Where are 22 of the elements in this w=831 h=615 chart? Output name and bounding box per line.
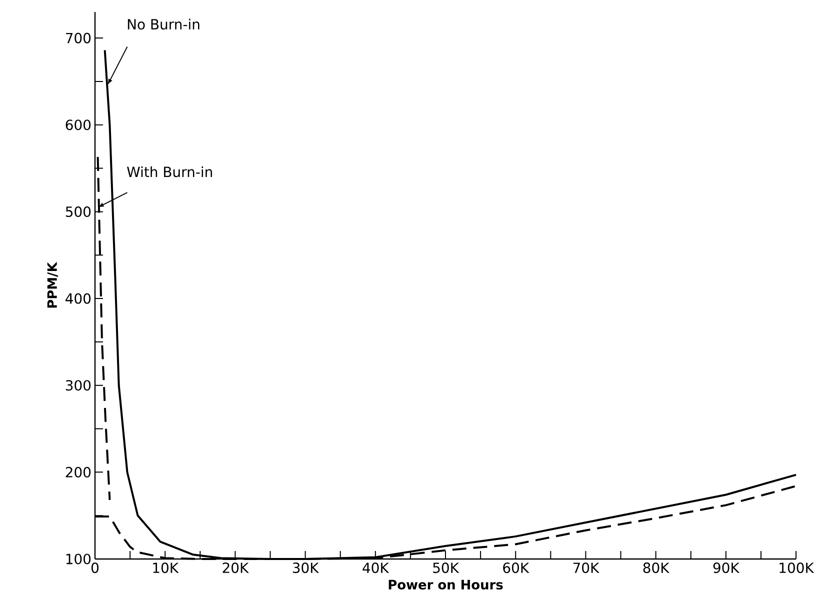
- x-tick-label: 50K: [433, 562, 460, 574]
- y-tick-label: 100: [66, 554, 91, 564]
- x-tick-label: 10K: [153, 562, 179, 574]
- x-tick-label: 40K: [362, 562, 390, 574]
- x-tick-label: 20K: [222, 562, 249, 574]
- y-tick-label: 600: [66, 120, 91, 130]
- x-axis-title: Power on Hours: [388, 580, 503, 590]
- text: With Burn-in: [127, 166, 212, 178]
- x-tick-label: 80K: [643, 562, 670, 574]
- y-tick-label: 300: [66, 380, 91, 391]
- y-tick-label: 500: [66, 206, 91, 217]
- x-tick-label: 30K: [292, 562, 320, 574]
- y-axis-title: PPM/K: [47, 262, 58, 308]
- x-tick-label: 0: [91, 562, 99, 574]
- x-tick-label: 70K: [573, 562, 600, 574]
- text: No Burn-in: [128, 18, 200, 30]
- y-tick-label: 400: [66, 293, 91, 304]
- x-tick-label: 60K: [503, 562, 530, 574]
- y-tick-label: 200: [66, 466, 91, 478]
- x-tick-label: 90K: [713, 562, 740, 574]
- y-tick-label: 700: [66, 32, 91, 44]
- x-tick-label: 100K: [780, 562, 814, 574]
